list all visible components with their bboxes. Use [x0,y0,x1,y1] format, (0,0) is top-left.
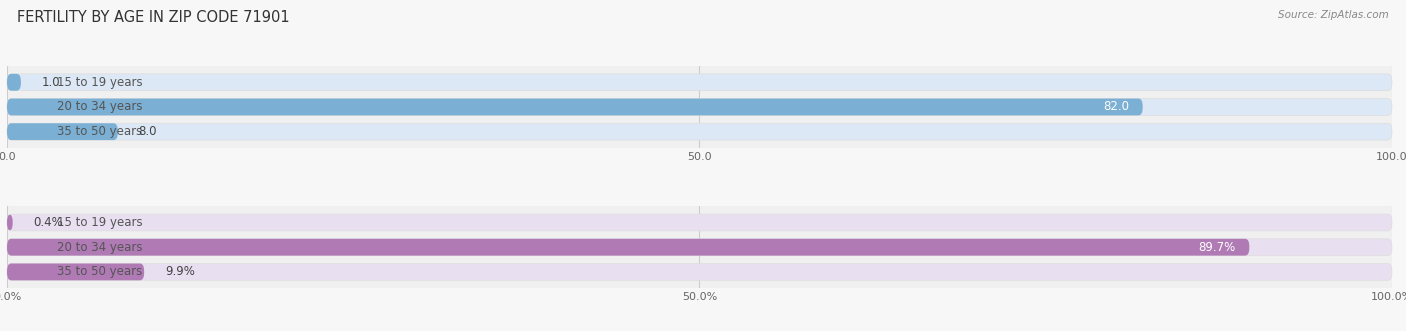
Text: 20 to 34 years: 20 to 34 years [58,101,143,114]
FancyBboxPatch shape [7,263,1392,280]
Text: 20 to 34 years: 20 to 34 years [58,241,143,254]
FancyBboxPatch shape [7,99,1143,116]
FancyBboxPatch shape [7,99,1392,116]
FancyBboxPatch shape [7,214,1392,231]
FancyBboxPatch shape [7,214,13,231]
Text: FERTILITY BY AGE IN ZIP CODE 71901: FERTILITY BY AGE IN ZIP CODE 71901 [17,10,290,25]
Text: 0.4%: 0.4% [34,216,63,229]
Text: 1.0: 1.0 [42,76,60,89]
Text: 82.0: 82.0 [1102,101,1129,114]
FancyBboxPatch shape [7,74,1392,91]
Text: 35 to 50 years: 35 to 50 years [58,265,143,278]
Text: 15 to 19 years: 15 to 19 years [58,76,143,89]
Text: 89.7%: 89.7% [1198,241,1236,254]
FancyBboxPatch shape [7,239,1250,256]
FancyBboxPatch shape [7,263,145,280]
Text: Source: ZipAtlas.com: Source: ZipAtlas.com [1278,10,1389,20]
Text: 9.9%: 9.9% [165,265,195,278]
Text: 15 to 19 years: 15 to 19 years [58,216,143,229]
Text: 8.0: 8.0 [139,125,157,138]
Text: 35 to 50 years: 35 to 50 years [58,125,143,138]
FancyBboxPatch shape [7,123,118,140]
FancyBboxPatch shape [7,123,1392,140]
FancyBboxPatch shape [7,239,1392,256]
FancyBboxPatch shape [7,74,21,91]
